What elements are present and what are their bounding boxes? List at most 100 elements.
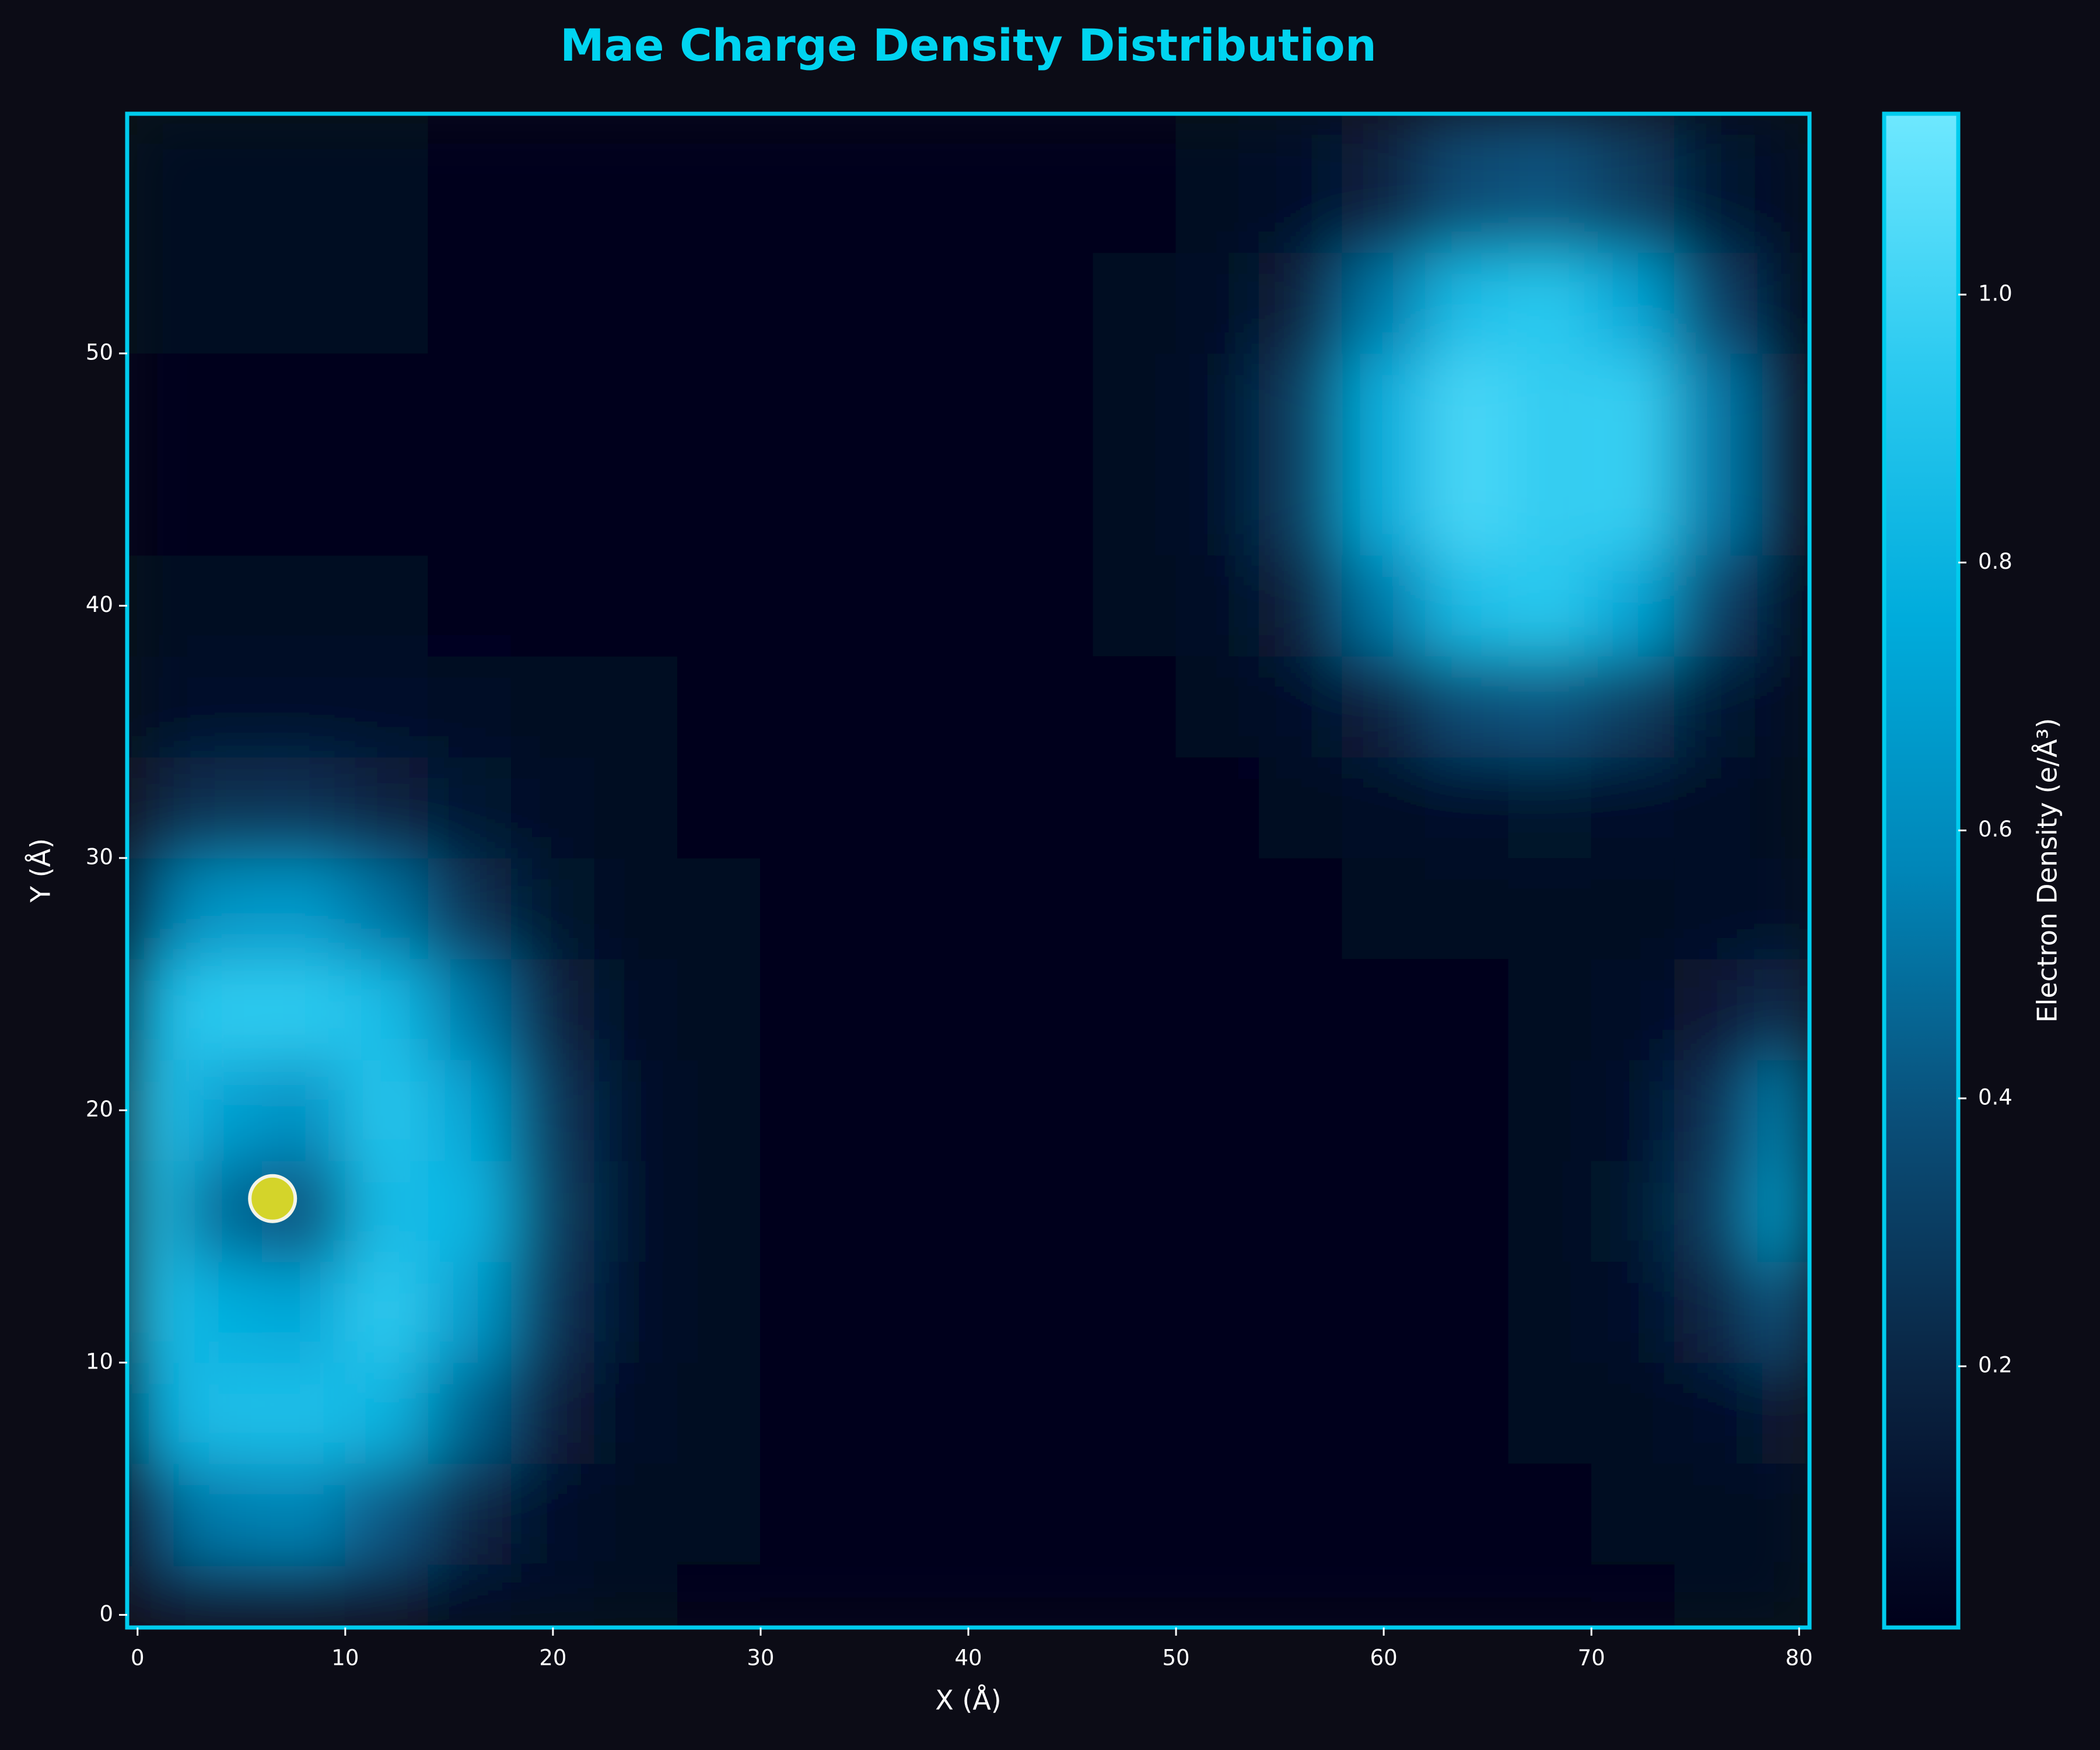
density-cell [760, 252, 844, 354]
density-cell [1757, 656, 1810, 758]
density-cell [1591, 1564, 1675, 1628]
density-cell [1508, 555, 1592, 657]
density-cell [677, 1059, 761, 1161]
density-cell [1674, 1059, 1758, 1161]
density-cell [926, 757, 1010, 859]
density-cell [1093, 1261, 1177, 1363]
density-cell [261, 1564, 346, 1628]
density-cell [1009, 656, 1094, 758]
density-cell [1009, 114, 1094, 253]
density-cell [178, 1160, 262, 1262]
density-cell [1009, 454, 1094, 556]
marker-point [248, 1174, 298, 1223]
density-cell [677, 1261, 761, 1363]
density-cell [1258, 1463, 1343, 1565]
density-cell [843, 555, 928, 657]
density-cell [843, 454, 928, 556]
density-cell [1757, 252, 1810, 354]
density-cell [1175, 252, 1259, 354]
density-cell [1591, 757, 1675, 859]
colorbar [1882, 111, 1961, 1630]
density-cell [345, 1564, 429, 1628]
density-cell [843, 958, 928, 1060]
density-cell [677, 1362, 761, 1464]
density-cell [1508, 1059, 1592, 1161]
density-cell [1093, 958, 1177, 1060]
density-cell [345, 555, 429, 657]
density-cell [1258, 353, 1343, 455]
density-cell [511, 1564, 595, 1628]
density-cell [1757, 1261, 1810, 1363]
x-tick-label: 70 [1578, 1646, 1605, 1671]
density-cell [127, 252, 180, 354]
density-cell [1175, 555, 1259, 657]
density-cell [1424, 252, 1509, 354]
density-cell [677, 958, 761, 1060]
density-cell [760, 1362, 844, 1464]
density-cell [677, 252, 761, 354]
density-cell [677, 1564, 761, 1628]
density-cell [1175, 858, 1259, 960]
y-tick-label: 30 [86, 844, 113, 869]
density-cell [261, 1261, 346, 1363]
density-cell [511, 1160, 595, 1262]
density-cell [1093, 454, 1177, 556]
density-cell [511, 656, 595, 758]
density-cell [1674, 1160, 1758, 1262]
density-cell [677, 1463, 761, 1565]
colorbar-tick-label: 0.4 [1978, 1084, 2013, 1110]
density-cell [760, 1059, 844, 1161]
y-axis-label: Y (Å) [25, 838, 57, 903]
density-cell [1591, 454, 1675, 556]
density-cell [1508, 353, 1592, 455]
density-cell [1342, 1564, 1426, 1628]
density-cell [1508, 656, 1592, 758]
density-cell [1093, 757, 1177, 859]
density-cell [511, 353, 595, 455]
density-cell [1591, 858, 1675, 960]
density-cell [127, 858, 180, 960]
density-cell [1591, 1261, 1675, 1363]
y-tick-label: 10 [86, 1349, 113, 1374]
density-cell [926, 1463, 1010, 1565]
density-cell [1424, 1463, 1509, 1565]
density-cell [1508, 1261, 1592, 1363]
density-cell [1674, 656, 1758, 758]
density-cell [843, 858, 928, 960]
density-cell [1674, 1463, 1758, 1565]
x-tick-label: 50 [1163, 1646, 1190, 1671]
density-cell [1258, 454, 1343, 556]
density-cell [926, 858, 1010, 960]
density-cell [178, 1059, 262, 1161]
density-cell [1342, 656, 1426, 758]
density-cell [1093, 1463, 1177, 1565]
density-cell [677, 1160, 761, 1262]
density-cell [1674, 454, 1758, 556]
density-cell [1591, 958, 1675, 1060]
density-cell [1757, 958, 1810, 1060]
density-cell [760, 114, 844, 253]
density-cell [1674, 858, 1758, 960]
density-cell [178, 454, 262, 556]
density-cell [760, 1261, 844, 1363]
density-cell [1093, 252, 1177, 354]
density-cell [1009, 555, 1094, 657]
density-cell [1009, 1463, 1094, 1565]
density-cell [511, 1463, 595, 1565]
density-cell [1342, 1059, 1426, 1161]
density-cell [428, 958, 512, 1060]
density-cell [1009, 958, 1094, 1060]
density-cell [428, 1564, 512, 1628]
density-cell [1508, 757, 1592, 859]
density-cell [127, 454, 180, 556]
density-cell [594, 1362, 678, 1464]
colorbar-tick-label: 0.2 [1978, 1353, 2013, 1378]
colorbar-tick-label: 1.0 [1978, 281, 2013, 306]
density-cell [428, 1261, 512, 1363]
density-cell [594, 353, 678, 455]
density-cell [261, 757, 346, 859]
density-cell [345, 858, 429, 960]
density-cell [511, 555, 595, 657]
density-cell [511, 1362, 595, 1464]
